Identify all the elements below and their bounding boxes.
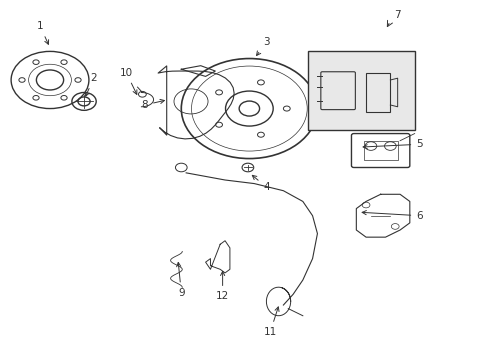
Text: 12: 12 (216, 271, 229, 301)
Text: 2: 2 (85, 73, 97, 96)
Text: 8: 8 (141, 99, 164, 110)
Text: 11: 11 (263, 307, 279, 337)
Text: 1: 1 (37, 21, 48, 44)
Text: 4: 4 (252, 175, 269, 192)
Bar (363, 141, 397, 160)
Text: 10: 10 (120, 68, 137, 94)
Text: 9: 9 (176, 262, 184, 297)
Text: 7: 7 (393, 10, 400, 19)
Bar (366, 73, 389, 112)
Bar (307, 51, 414, 130)
Text: 6: 6 (362, 211, 422, 221)
Text: 3: 3 (256, 37, 269, 55)
Text: 5: 5 (363, 139, 422, 149)
